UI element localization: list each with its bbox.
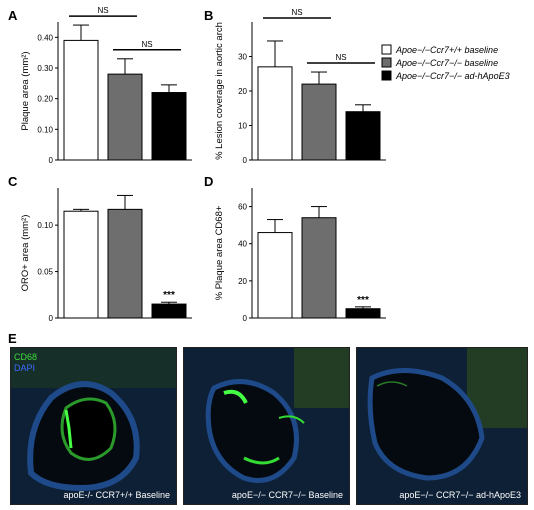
- bar-c-0: [63, 210, 99, 319]
- legend-label-2: Apoe−/−Ccr7−/− baseline: [395, 58, 498, 68]
- panel-letter-a: A: [8, 8, 18, 23]
- bar-c-1: [107, 208, 143, 319]
- y-tick-label-b-0: 0: [243, 156, 248, 165]
- significance-label-c: ***: [163, 290, 175, 301]
- panel-letter-b: B: [204, 8, 213, 23]
- y-axis-label-b: % Lesion coverage in aortic arch: [214, 22, 225, 160]
- bar-b-0: [257, 66, 293, 161]
- chart-panel-b: 0 10 20 30 % Lesion coverage in aortic arch N…: [214, 8, 386, 165]
- y-tick-label-a-3: 0.30: [37, 64, 53, 73]
- y-tick-label-a-1: 0.10: [37, 125, 53, 134]
- micrograph-ad-hapoe3: apoE−/− CCR7−/− ad-hApoE3: [356, 347, 528, 505]
- legend: Apoe−/−Ccr7+/+ baseline Apoe−/−Ccr7−/− b…: [381, 44, 510, 81]
- y-tick-label-b-3: 30: [238, 53, 247, 62]
- legend-swatch-3: [381, 70, 392, 81]
- micrograph-caption-1: apoE-/- CCR7+/+ Baseline: [63, 490, 170, 500]
- y-axis-label-d: % Plaque area CD68+: [214, 205, 225, 300]
- bar-a-1: [107, 73, 143, 161]
- ns-label-a-0: NS: [97, 6, 108, 15]
- y-tick-label-c-2: 0.10: [37, 221, 53, 230]
- chart-panels: 0 0.10 0.20 0.30 0.40 Plaque area (mm²) NS NS 0 1…: [20, 6, 386, 323]
- y-tick-label-a-4: 0.40: [37, 33, 53, 42]
- micrograph-baseline-ko: apoE−/− CCR7−/− Baseline: [183, 347, 350, 505]
- y-tick-label-b-2: 20: [238, 87, 247, 96]
- stain-label-dapi: DAPI: [14, 363, 36, 373]
- ns-label-a-1: NS: [141, 40, 152, 49]
- micrograph-image-3: [357, 348, 527, 504]
- chart-panel-d: 0 20 40 60 % Plaque area CD68+ ***: [214, 188, 386, 323]
- micrograph-image-1: [11, 348, 176, 504]
- bar-b-2: [345, 111, 381, 161]
- legend-label-1: Apoe−/−Ccr7+/+ baseline: [395, 45, 498, 55]
- micrograph-caption-2: apoE−/− CCR7−/− Baseline: [231, 490, 343, 500]
- y-tick-label-b-1: 10: [238, 122, 247, 131]
- ns-label-b-0: NS: [291, 8, 302, 17]
- bar-a-2: [151, 92, 187, 161]
- stain-label-cd68: CD68: [14, 352, 38, 362]
- y-tick-label-a-2: 0.20: [37, 95, 53, 104]
- bar-c-2: [151, 303, 187, 319]
- bar-d-0: [257, 232, 293, 319]
- panel-letter-d: D: [204, 174, 213, 189]
- y-tick-label-d-2: 40: [238, 240, 247, 249]
- legend-swatch-1: [381, 44, 392, 55]
- micrograph-caption-3: apoE−/− CCR7−/− ad-hApoE3: [399, 490, 521, 500]
- y-tick-label-d-3: 60: [238, 203, 247, 212]
- legend-label-3: Apoe−/−Ccr7−/− ad-hApoE3: [395, 71, 510, 81]
- bar-d-2: [345, 308, 381, 319]
- y-tick-label-d-0: 0: [243, 314, 248, 323]
- micrograph-image-2: [184, 348, 349, 504]
- y-tick-label-c-1: 0.05: [37, 268, 53, 277]
- panel-letter-c: C: [8, 174, 18, 189]
- legend-swatch-2: [381, 57, 392, 68]
- bar-d-1: [301, 217, 337, 319]
- ns-label-b-1: NS: [335, 53, 346, 62]
- bar-b-1: [301, 83, 337, 161]
- y-tick-label-d-1: 20: [238, 277, 247, 286]
- bar-a-0: [63, 39, 99, 161]
- panel-letter-e: E: [8, 331, 17, 346]
- y-tick-label-a-0: 0: [49, 156, 54, 165]
- significance-label-d: ***: [357, 295, 369, 306]
- y-tick-label-c-0: 0: [49, 314, 54, 323]
- micrograph-baseline-wt: CD68 DAPI apoE-/- CCR7+/+ Baseline: [10, 347, 177, 505]
- chart-panel-c: 0 0.05 0.10 ORO+ area (mm²) ***: [20, 188, 192, 323]
- y-axis-label-c: ORO+ area (mm²): [20, 215, 31, 292]
- y-axis-label-a: Plaque area (mm²): [20, 51, 31, 130]
- chart-panel-a: 0 0.10 0.20 0.30 0.40 Plaque area (mm²) NS NS: [20, 6, 192, 165]
